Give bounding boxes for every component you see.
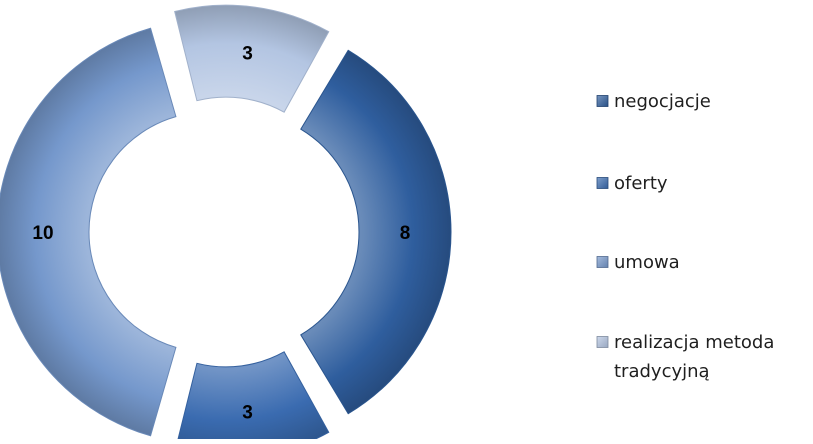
legend-swatch-oferty — [596, 177, 609, 189]
legend-label-oferty: oferty — [614, 173, 668, 194]
legend-swatch-umowa — [596, 256, 609, 268]
legend: negocjacje oferty umowa realizacja metoda tr… — [596, 91, 774, 382]
legend-label-negocjacje: negocjacje — [614, 91, 711, 112]
slices — [0, 4, 452, 444]
legend-label-umowa: umowa — [614, 252, 680, 273]
slice-realizacja-metoda-tradycyjną — [174, 4, 330, 113]
legend-swatch-realizacja-metoda-tradycyjną — [596, 336, 609, 348]
slice-negocjacje — [300, 49, 452, 415]
data-label-realizacja-metoda-tradycyjną: 3 — [242, 44, 253, 65]
slice-umowa — [0, 27, 177, 437]
data-labels: 8 3 10 3 — [32, 44, 410, 424]
data-label-negocjacje: 8 — [400, 223, 411, 244]
data-label-oferty: 3 — [242, 403, 253, 424]
data-label-umowa: 10 — [32, 223, 53, 244]
legend-label-realizacja-metoda-tradycyjną: realizacja metoda — [614, 332, 774, 353]
slice-oferty — [176, 351, 330, 444]
legend-swatch-negocjacje — [596, 95, 609, 107]
legend-label-realizacja-metoda-tradycyjną-line2: tradycyjną — [614, 361, 710, 382]
